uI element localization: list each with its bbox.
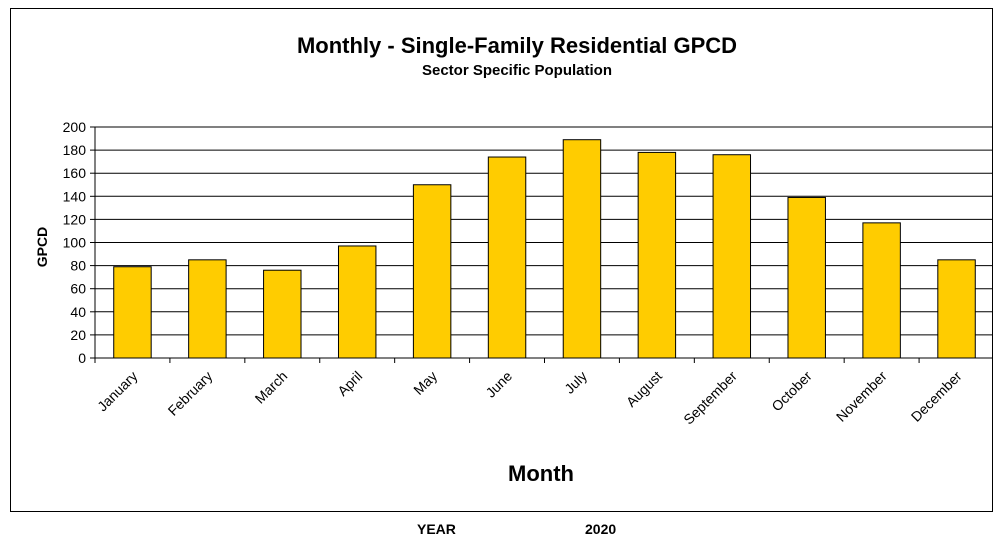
- x-tick-label: September: [680, 368, 740, 428]
- bar-august: [637, 151, 677, 359]
- x-tick-label: November: [833, 368, 890, 425]
- x-tick-label: June: [482, 368, 515, 401]
- bar-september: [712, 154, 752, 359]
- y-axis-label: GPCD: [34, 227, 50, 267]
- x-axis-label: Month: [508, 461, 574, 486]
- bar-may: [412, 184, 452, 359]
- footer: YEAR 2020: [0, 521, 1007, 541]
- bar-april: [337, 245, 377, 359]
- bar-march: [263, 269, 302, 359]
- x-tick-label: May: [410, 368, 440, 398]
- bar-june: [487, 156, 527, 359]
- chart-frame: Monthly - Single-Family Residential GPCD…: [10, 8, 993, 512]
- y-tick-label: 0: [78, 350, 86, 366]
- x-tick-label: March: [252, 368, 291, 407]
- x-tick-label: February: [165, 368, 216, 419]
- y-tick-label: 60: [70, 281, 86, 297]
- chart-title: Monthly - Single-Family Residential GPCD: [297, 33, 737, 58]
- bar-october: [787, 196, 826, 359]
- bar-december: [937, 259, 976, 359]
- y-tick-label: 100: [63, 235, 87, 251]
- x-tick-label: December: [908, 368, 965, 425]
- year-value: 2020: [585, 521, 617, 537]
- x-tick-label: August: [623, 368, 665, 410]
- x-tick-label: October: [768, 368, 815, 415]
- bar-february: [188, 259, 227, 359]
- y-tick-label: 180: [63, 142, 87, 158]
- y-tick-label: 40: [70, 304, 86, 320]
- x-tick-label: January: [94, 368, 141, 415]
- bar-layer: [113, 139, 976, 359]
- y-tick-label: 120: [63, 211, 87, 227]
- chart-svg: Monthly - Single-Family Residential GPCD…: [34, 33, 992, 486]
- x-tick-label: April: [334, 368, 365, 399]
- y-tick-label: 140: [63, 188, 87, 204]
- bar-january: [113, 266, 152, 359]
- chart-subtitle: Sector Specific Population: [422, 62, 612, 79]
- x-tick-label: July: [561, 368, 590, 397]
- grid-layer: [95, 126, 992, 359]
- bar-july: [562, 139, 602, 359]
- y-tick-label: 160: [63, 165, 87, 181]
- y-tick-label: 200: [63, 119, 87, 135]
- bar-november: [862, 222, 901, 359]
- y-tick-label: 80: [70, 258, 86, 274]
- year-label: YEAR: [417, 521, 456, 537]
- y-tick-label: 20: [70, 327, 86, 343]
